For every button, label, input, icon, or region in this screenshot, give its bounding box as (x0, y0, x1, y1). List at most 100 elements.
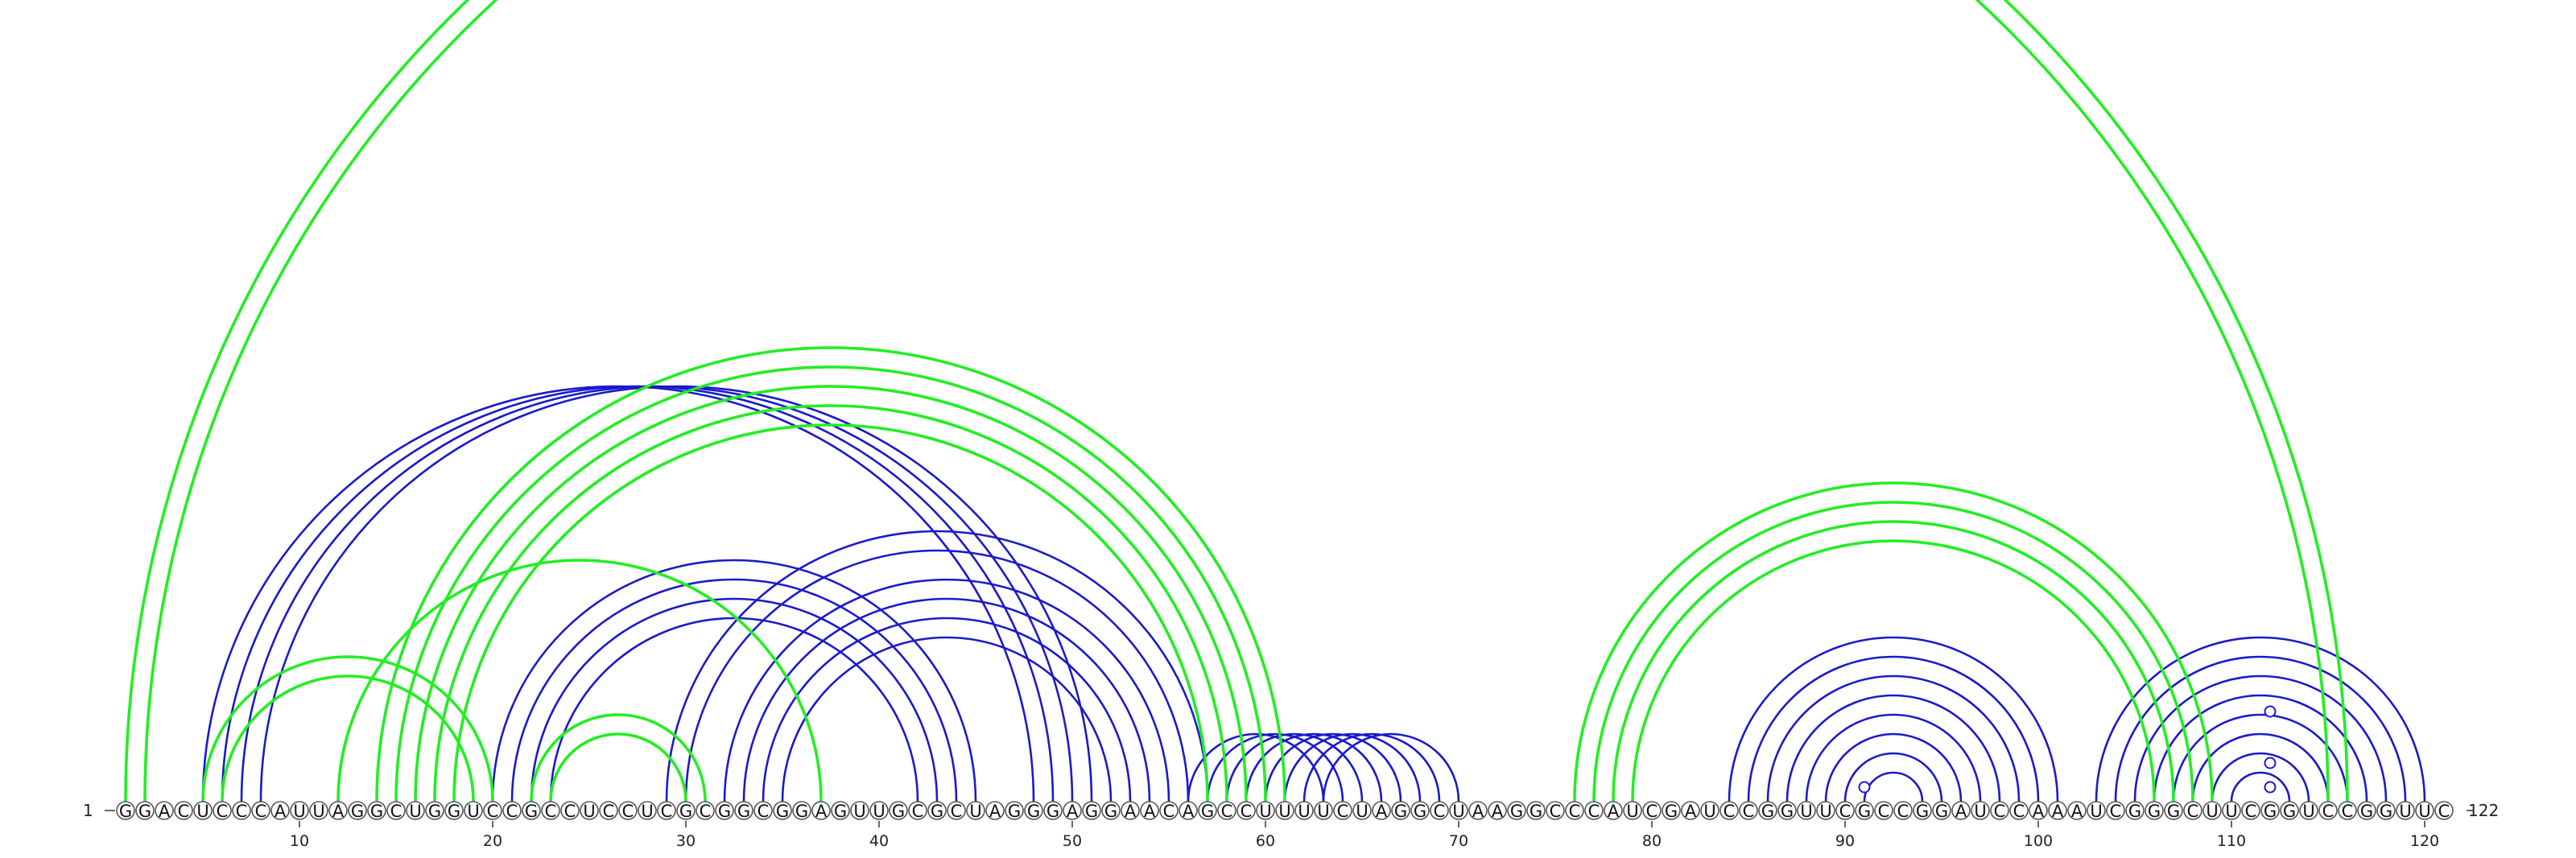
nucleotide: C (618, 801, 638, 821)
blue-pair-arc (549, 617, 919, 802)
nucleotide: C (1430, 801, 1449, 821)
nucleotide-circle (541, 801, 560, 820)
blue-pair-arc (1747, 655, 2040, 802)
nucleotide-letter: G (138, 802, 151, 821)
blue-pair-arc (259, 385, 1093, 802)
tick-label: 40 (869, 832, 889, 850)
tick-label: 120 (2410, 832, 2439, 850)
nucleotide-letter: G (1008, 802, 1021, 821)
nucleotide: G (367, 801, 386, 821)
green-pair-arc (143, 0, 2330, 802)
nucleotide-circle (1990, 801, 2009, 820)
nucleotide: G (1932, 801, 1951, 821)
nucleotide-circle (2415, 801, 2434, 820)
nucleotide-letter: G (428, 802, 441, 821)
nucleotide-letter: C (700, 802, 712, 821)
nucleotide-letter: G (1027, 802, 1040, 821)
nucleotide-letter: U (1626, 802, 1638, 821)
nucleotide-letter: U (1703, 802, 1715, 821)
nucleotide-letter: C (1839, 802, 1852, 821)
nucleotide: C (560, 801, 580, 821)
end-label: 122 (2468, 801, 2499, 820)
nucleotide-circle (1777, 801, 1797, 820)
nucleotide-circle (174, 801, 193, 820)
nucleotide: C (696, 801, 715, 821)
green-pair-arc (1592, 501, 2194, 802)
blue-pair-arc (1187, 732, 1325, 802)
green-pair-arc (1573, 481, 2214, 802)
green-pair-arc (394, 365, 1267, 802)
blue-pair-arc (742, 597, 1151, 802)
nucleotide-circle (1546, 801, 1565, 820)
loop-marker (2264, 757, 2277, 769)
markers-layer (1858, 705, 2277, 794)
nucleotide: U (2087, 801, 2106, 821)
blue-pair-arc (781, 636, 1113, 802)
nucleotide-circle (2067, 801, 2087, 820)
nucleotide-letter: A (1183, 802, 1195, 821)
nucleotide-letter: U (2302, 802, 2314, 821)
nucleotide: A (328, 801, 348, 821)
nucleotide-letter: C (1897, 802, 1909, 821)
nucleotide: U (1275, 801, 1294, 821)
nucleotide-letter: C (506, 802, 518, 821)
tick-label: 100 (2024, 832, 2053, 850)
nucleotide-circle (1005, 801, 1024, 820)
nucleotide-letter: G (2360, 802, 2373, 821)
nucleotide-circle (1797, 801, 1816, 820)
nucleotide-circle (2260, 801, 2280, 820)
nucleotide-circle (1179, 801, 1198, 820)
nucleotide-letter: C (487, 802, 499, 821)
nucleotide: U (2299, 801, 2318, 821)
nucleotide-circle (2029, 801, 2048, 820)
nucleotide: G (715, 801, 734, 821)
nucleotide-circle (232, 801, 251, 820)
nucleotide: G (2145, 801, 2164, 821)
nucleotide-letter: A (1685, 802, 1697, 821)
nucleotide: C (213, 801, 232, 821)
nucleotide-circle (657, 801, 676, 820)
nucleotide: G (1005, 801, 1024, 821)
nucleotide-circle (1063, 801, 1082, 820)
nucleotide-letter: G (834, 802, 847, 821)
nucleotide-circle (1951, 801, 1971, 820)
nucleotide-letter: G (718, 802, 731, 821)
nucleotide-letter: U (1298, 802, 1310, 821)
nucleotide-letter: U (1356, 802, 1368, 821)
nucleotide-circle (1333, 801, 1352, 820)
nucleotide-circle (947, 801, 966, 820)
nucleotide: G (425, 801, 444, 821)
nucleotide: U (869, 801, 889, 821)
nucleotide-circle (2183, 801, 2202, 820)
loop-marker (2264, 781, 2277, 794)
nucleotide-circle (2338, 801, 2357, 820)
loop-marker (2264, 705, 2277, 718)
nucleotide: U (464, 801, 483, 821)
nucleotide-letter: A (2071, 802, 2083, 821)
nucleotide: G (927, 801, 947, 821)
nucleotide: C (908, 801, 927, 821)
nucleotide-letter: A (1376, 802, 1388, 821)
nucleotide-letter: U (853, 802, 865, 821)
nucleotide: A (1468, 801, 1488, 821)
nucleotide-letter: G (1394, 802, 1407, 821)
blue-pair-arc (2172, 713, 2349, 802)
nucleotide-letter: C (1337, 802, 1349, 821)
nucleotide: G (2164, 801, 2183, 821)
nucleotide-letter: U (1259, 802, 1271, 821)
green-pair-arc (375, 346, 1286, 802)
nucleotide: A (1179, 801, 1198, 821)
blue-pair-arc (1728, 636, 2059, 802)
blue-pair-arc (1283, 732, 1422, 802)
nucleotide-letter: U (873, 802, 885, 821)
nucleotide-circle (2434, 801, 2454, 820)
nucleotide-circle (2048, 801, 2067, 820)
nucleotide-letter: C (564, 802, 576, 821)
nucleotide-circle (1758, 801, 1777, 820)
nucleotide-letter: U (1452, 802, 1464, 821)
nucleotide-circle (927, 801, 947, 820)
nucleotide-circle (1198, 801, 1217, 820)
nucleotide-circle (367, 801, 386, 820)
nucleotide: U (2202, 801, 2222, 821)
nucleotide-letter: G (525, 802, 538, 821)
